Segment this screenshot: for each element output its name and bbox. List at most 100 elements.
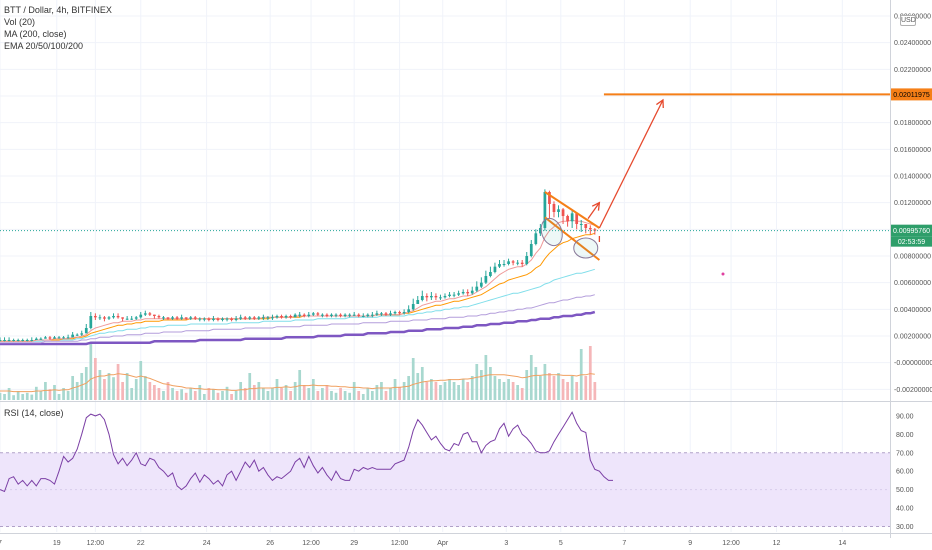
candle-body (311, 313, 315, 315)
last-price-badge-bg (891, 224, 932, 237)
candle-body (357, 314, 361, 316)
candle-body (370, 314, 374, 316)
volume-bar (21, 394, 25, 400)
rsi-axis-label: 40.00 (896, 506, 914, 513)
candle-body (439, 297, 442, 299)
volume-bar (448, 379, 451, 400)
candle-body (479, 282, 483, 287)
candle-body (529, 244, 533, 256)
volume-bar (302, 385, 306, 400)
candle-body (230, 318, 233, 320)
target-price-badge-bg (891, 88, 932, 101)
candle-body (180, 317, 183, 319)
candle-body (380, 313, 383, 315)
candle-body (84, 328, 88, 334)
volume-bar (552, 376, 556, 400)
volume-bar (334, 392, 338, 400)
candle-body (280, 316, 283, 318)
time-axis-label: 22 (137, 540, 145, 547)
candle-body (121, 317, 124, 319)
currency-badge[interactable]: USD (900, 15, 916, 26)
volume-bar (557, 373, 560, 400)
candle-body (584, 224, 588, 228)
volume-bar (193, 391, 197, 400)
candle-body (212, 318, 215, 320)
volume-bar (239, 382, 243, 400)
volume-bar (116, 364, 120, 400)
candle-body (411, 304, 415, 310)
volume-bar (502, 382, 506, 400)
candle-body (579, 224, 583, 225)
volume-bar (475, 364, 479, 400)
volume-bar (53, 385, 56, 400)
volume-bar (361, 394, 365, 400)
volume-bar (212, 389, 215, 400)
candle-body (443, 296, 447, 298)
time-axis-label: 14 (838, 540, 846, 547)
volume-bar (62, 388, 65, 400)
candle-body (44, 337, 47, 339)
candle-body (552, 204, 556, 212)
volume-bar (339, 388, 342, 400)
time-axis-label: Apr (437, 540, 449, 547)
rsi-axis-label: 60.00 (896, 469, 914, 476)
time-axis-label: 3 (504, 540, 508, 547)
volume-bar (44, 382, 47, 400)
volume-bar (221, 391, 224, 400)
candle-body (420, 296, 424, 300)
candle-body (507, 261, 510, 264)
ema-fast-line (0, 219, 595, 342)
volume-bar (271, 388, 274, 400)
candle-body (3, 340, 6, 341)
highlight-ellipse (573, 237, 599, 259)
volume-bar (289, 391, 292, 400)
candle-body (62, 337, 65, 339)
volume-bar (316, 391, 320, 400)
candle-body (257, 317, 261, 319)
volume-bar (543, 364, 547, 400)
volume-bar (370, 391, 374, 400)
candle-body (339, 314, 342, 316)
candle-body (543, 192, 547, 228)
candle-body (570, 213, 574, 222)
time-axis-label: 9 (688, 540, 692, 547)
candle-body (502, 264, 506, 265)
volume-bar (352, 382, 356, 400)
volume-bar (525, 370, 529, 400)
volume-bar (89, 343, 93, 400)
time-axis-label: 12:00 (391, 540, 409, 547)
volume-bar (457, 385, 460, 400)
price-axis-label: 0.00200000 (894, 334, 931, 341)
candle-body (271, 317, 274, 319)
volume-bar (430, 379, 433, 400)
volume-bar (216, 392, 220, 400)
candle-body (34, 338, 38, 340)
volume-bar (98, 370, 102, 400)
price-axis-label: 0.01800000 (894, 120, 931, 127)
candle-body (393, 312, 397, 314)
volume-bar (548, 373, 551, 400)
ema50-line (0, 268, 595, 342)
volume-bar (534, 367, 538, 400)
flag-lower-trendline (544, 216, 601, 261)
volume-bar (202, 394, 206, 400)
volume-bar (307, 388, 311, 400)
candle-body (112, 316, 115, 318)
volume-bar (293, 382, 297, 400)
candle-body (343, 314, 347, 316)
time-axis-label: 7 (0, 540, 2, 547)
candle-body (348, 314, 352, 316)
candle-body (57, 337, 61, 339)
candle-body (171, 317, 174, 319)
volume-bar (566, 382, 569, 400)
ma200-line (0, 310, 596, 346)
volume-bar (121, 382, 124, 400)
volume-bar (75, 382, 79, 400)
candle-body (593, 229, 597, 231)
candle-body (520, 262, 524, 264)
rsi-axis-label: 30.00 (896, 524, 914, 531)
candle-body (116, 316, 120, 318)
rsi-axis-label: 80.00 (896, 432, 914, 439)
